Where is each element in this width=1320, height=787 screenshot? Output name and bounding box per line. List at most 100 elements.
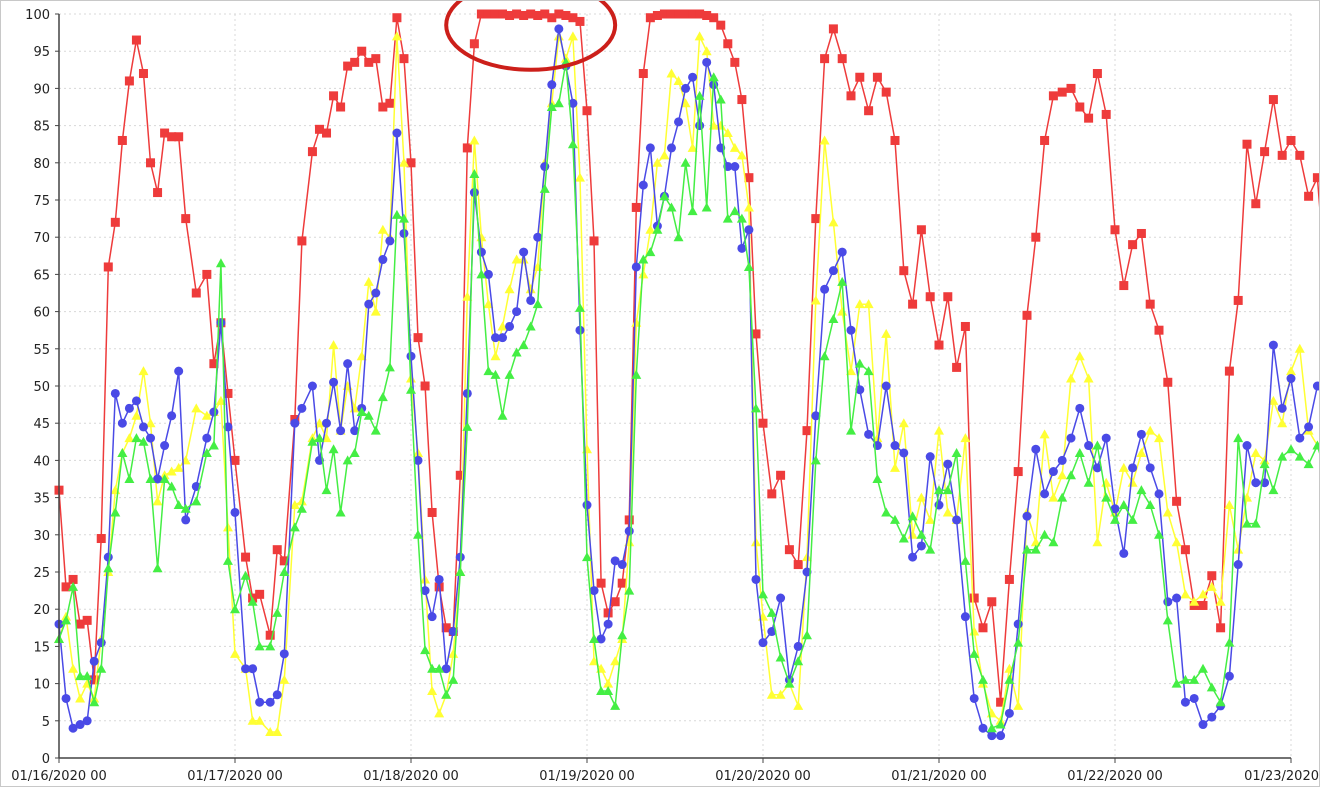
data-point-circle bbox=[1101, 433, 1111, 443]
data-point-circle bbox=[1295, 433, 1305, 443]
data-point-triangle bbox=[673, 75, 684, 85]
data-point-square bbox=[241, 552, 251, 562]
data-point-triangle bbox=[1030, 537, 1041, 547]
data-point-triangle bbox=[596, 686, 607, 696]
data-point-circle bbox=[802, 567, 812, 577]
data-point-triangle bbox=[1277, 451, 1288, 461]
data-point-triangle bbox=[1039, 429, 1050, 439]
data-point-square bbox=[1119, 281, 1129, 291]
data-point-circle bbox=[483, 269, 493, 279]
data-point-circle bbox=[248, 664, 258, 674]
data-point-square bbox=[526, 9, 536, 19]
data-point-triangle bbox=[159, 474, 170, 483]
data-point-triangle bbox=[1224, 637, 1235, 647]
data-point-triangle bbox=[951, 447, 962, 457]
data-point-triangle bbox=[1171, 537, 1182, 547]
data-point-circle bbox=[1251, 478, 1261, 488]
data-point-square bbox=[589, 236, 599, 246]
data-point-circle bbox=[89, 656, 99, 666]
series-layer bbox=[54, 9, 1319, 741]
data-point-square bbox=[483, 9, 493, 19]
data-point-triangle bbox=[1118, 462, 1129, 472]
data-point-square bbox=[960, 321, 970, 331]
data-point-square bbox=[89, 675, 99, 685]
data-point-square bbox=[987, 597, 997, 607]
data-point-circle bbox=[908, 552, 918, 562]
data-point-triangle bbox=[152, 496, 163, 506]
data-point-square bbox=[561, 10, 571, 20]
data-point-circle bbox=[160, 441, 170, 451]
data-point-triangle bbox=[828, 314, 839, 324]
data-point-circle bbox=[645, 143, 655, 153]
data-point-circle bbox=[146, 433, 156, 443]
data-point-triangle bbox=[68, 663, 79, 673]
data-point-triangle bbox=[978, 674, 988, 684]
data-point-triangle bbox=[61, 615, 72, 625]
data-point-triangle bbox=[377, 224, 388, 234]
data-point-triangle bbox=[1092, 440, 1103, 450]
data-point-square bbox=[230, 455, 240, 465]
data-point-circle bbox=[1066, 433, 1076, 443]
data-point-circle bbox=[406, 351, 416, 361]
data-point-triangle bbox=[837, 276, 848, 286]
data-point-square bbox=[846, 91, 856, 101]
data-point-triangle bbox=[743, 261, 754, 271]
data-point-triangle bbox=[504, 284, 515, 294]
data-point-square bbox=[96, 534, 106, 544]
data-point-triangle bbox=[986, 723, 997, 733]
data-point-triangle bbox=[356, 407, 367, 417]
data-point-triangle bbox=[652, 157, 663, 167]
data-point-circle bbox=[969, 693, 979, 703]
y-tick-label: 90 bbox=[33, 82, 50, 97]
data-point-circle bbox=[490, 333, 500, 343]
data-point-circle bbox=[1154, 489, 1164, 499]
data-point-triangle bbox=[1154, 433, 1164, 443]
data-point-square bbox=[1242, 139, 1252, 149]
data-point-triangle bbox=[969, 648, 980, 658]
data-point-triangle bbox=[476, 269, 487, 279]
data-point-circle bbox=[241, 664, 251, 674]
y-tick-label: 10 bbox=[33, 678, 50, 693]
data-point-triangle bbox=[624, 585, 635, 595]
data-point-square bbox=[519, 10, 529, 20]
data-point-circle bbox=[925, 452, 935, 462]
data-point-circle bbox=[695, 121, 705, 131]
data-point-circle bbox=[855, 385, 865, 395]
data-point-triangle bbox=[1250, 518, 1261, 528]
data-point-triangle bbox=[289, 500, 300, 510]
data-point-square bbox=[1224, 366, 1234, 376]
data-point-circle bbox=[364, 299, 374, 309]
data-point-circle bbox=[1233, 560, 1243, 570]
grid bbox=[58, 13, 1292, 759]
data-point-circle bbox=[1224, 671, 1234, 681]
data-point-square bbox=[934, 340, 944, 350]
data-point-triangle bbox=[138, 366, 149, 376]
data-point-circle bbox=[1040, 489, 1050, 499]
data-point-triangle bbox=[666, 202, 677, 212]
data-point-square bbox=[124, 76, 134, 86]
data-point-square bbox=[82, 615, 92, 625]
data-point-square bbox=[890, 135, 900, 145]
data-point-triangle bbox=[441, 689, 452, 699]
data-point-triangle bbox=[75, 693, 86, 703]
data-point-circle bbox=[181, 515, 191, 525]
data-point-triangle bbox=[420, 645, 431, 655]
data-point-square bbox=[617, 578, 627, 588]
data-point-triangle bbox=[694, 90, 705, 100]
data-point-triangle bbox=[729, 142, 740, 152]
data-point-triangle bbox=[645, 224, 656, 234]
data-point-triangle bbox=[370, 306, 381, 316]
data-point-triangle bbox=[180, 503, 191, 513]
data-point-circle bbox=[512, 307, 522, 317]
data-point-triangle bbox=[1286, 366, 1296, 376]
data-point-triangle bbox=[1145, 500, 1156, 510]
data-point-circle bbox=[1092, 463, 1102, 473]
data-point-triangle bbox=[802, 630, 812, 640]
data-point-triangle bbox=[890, 514, 900, 524]
data-point-triangle bbox=[553, 98, 564, 108]
data-point-triangle bbox=[582, 552, 592, 562]
data-point-triangle bbox=[1233, 433, 1244, 443]
data-point-triangle bbox=[1198, 589, 1208, 599]
data-point-square bbox=[1013, 467, 1023, 477]
